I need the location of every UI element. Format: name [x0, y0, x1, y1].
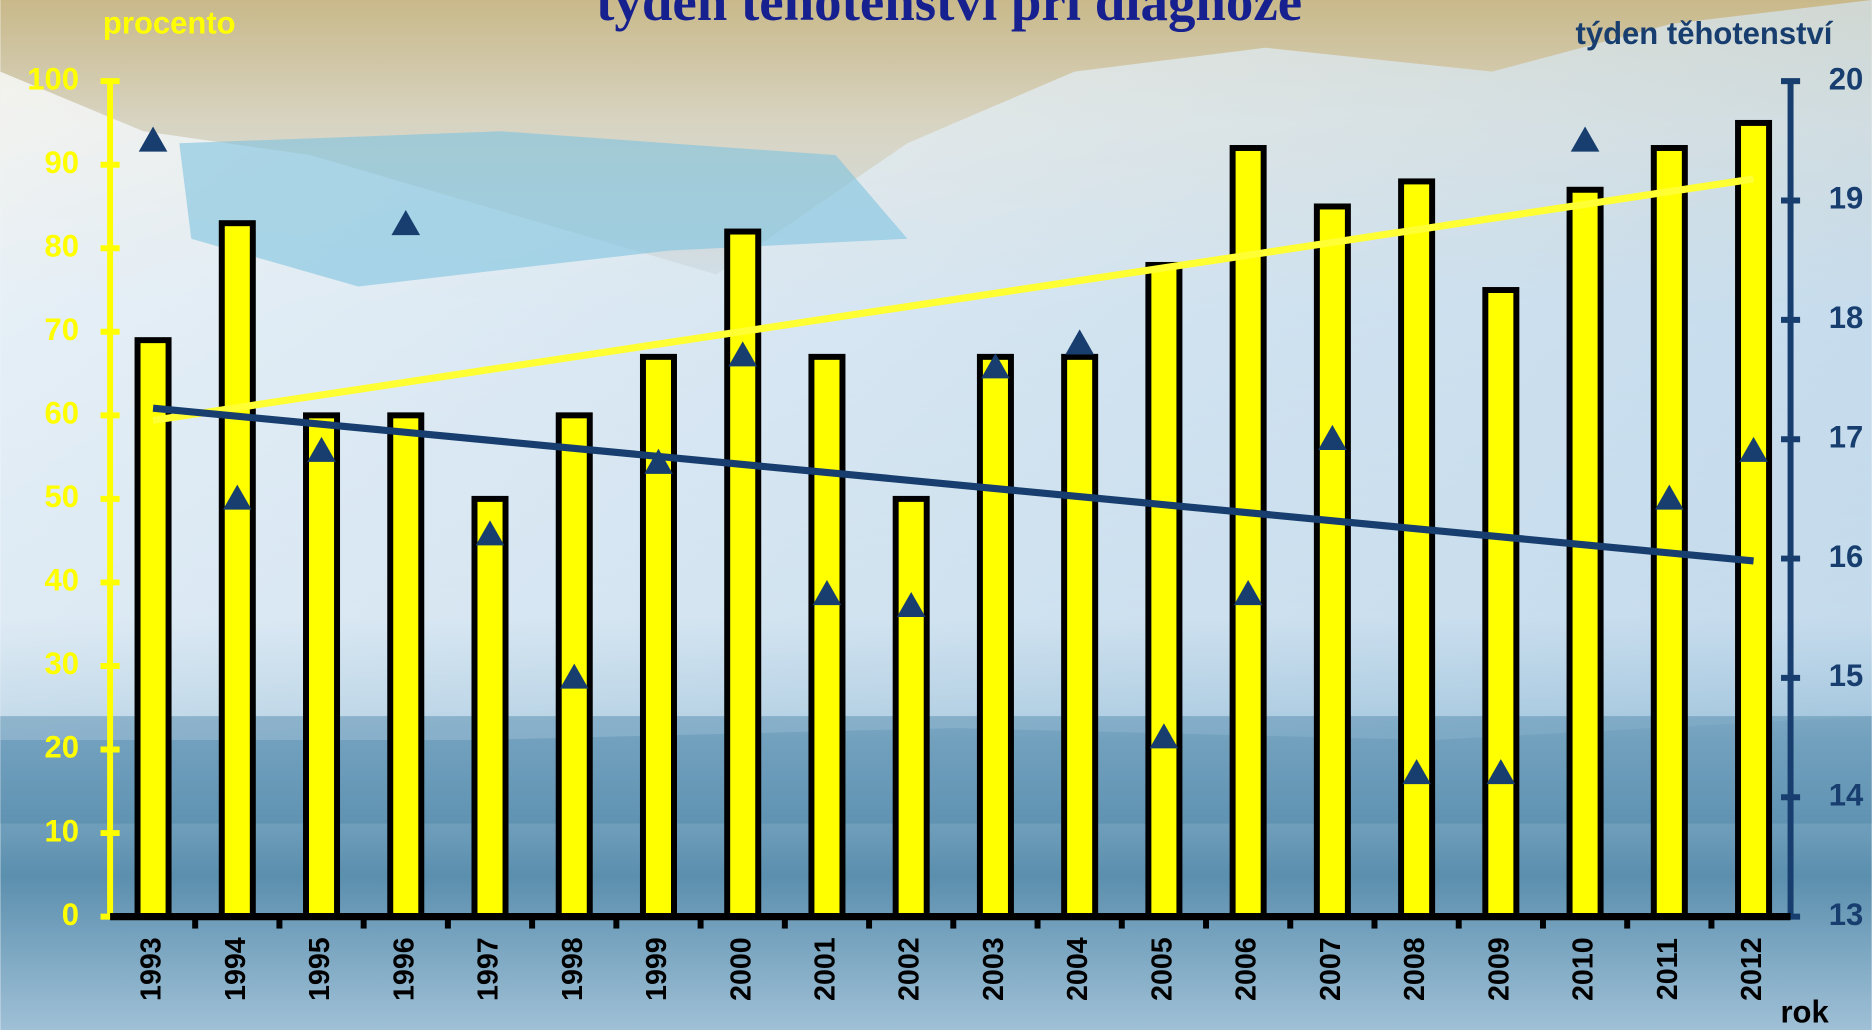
y-tick-label: 20 — [45, 730, 79, 765]
x-tick-label: 1994 — [220, 937, 252, 1001]
x-tick-label: 2000 — [725, 937, 757, 1001]
y2-tick-label: 19 — [1829, 181, 1864, 216]
bar — [390, 415, 421, 916]
bar — [643, 357, 674, 917]
bar — [980, 357, 1011, 917]
x-tick-label: 1997 — [473, 937, 505, 1001]
y2-tick-label: 18 — [1829, 300, 1864, 335]
y2-tick-label: 13 — [1829, 897, 1864, 932]
x-tick-label: 2012 — [1736, 937, 1768, 1001]
y2-tick-label: 14 — [1829, 777, 1864, 812]
x-tick-label: 2008 — [1399, 937, 1431, 1001]
x-tick-label: 2004 — [1062, 937, 1094, 1001]
bar — [306, 415, 337, 916]
x-tick-label: 2001 — [810, 937, 842, 1001]
bar — [1233, 148, 1264, 917]
y-axis-label: procento — [103, 5, 236, 40]
bar — [896, 499, 927, 917]
y-tick-label: 100 — [27, 61, 79, 96]
y-tick-label: 50 — [45, 479, 79, 514]
bar — [811, 357, 842, 917]
bar — [1401, 181, 1432, 916]
bar — [474, 499, 505, 917]
x-tick-label: 2003 — [978, 937, 1010, 1001]
y-tick-label: 10 — [45, 813, 79, 848]
y-tick-label: 60 — [45, 396, 79, 431]
page: {"chart_data": { "type": "bar", "title":… — [0, 0, 1872, 1030]
bar — [1148, 265, 1179, 917]
bar — [1738, 123, 1769, 917]
bar — [1064, 357, 1095, 917]
y2-tick-label: 16 — [1829, 539, 1864, 574]
x-axis-label: rok — [1780, 995, 1829, 1030]
x-tick-label: 2010 — [1568, 937, 1600, 1001]
chart-title: týden těhotenství při diagnóze — [596, 0, 1302, 32]
y-tick-label: 80 — [45, 228, 79, 263]
x-tick-label: 1998 — [557, 937, 589, 1001]
x-tick-label: 2006 — [1231, 937, 1263, 1001]
x-tick-label: 1999 — [641, 937, 673, 1001]
x-tick-label: 1995 — [304, 937, 336, 1001]
y2-tick-label: 15 — [1829, 658, 1864, 693]
bar — [1570, 190, 1601, 917]
y-tick-label: 40 — [45, 563, 79, 598]
bar — [1485, 290, 1516, 917]
y2-axis-label: týden těhotenství — [1576, 16, 1834, 51]
y-tick-label: 0 — [62, 897, 79, 932]
y2-tick-label: 20 — [1829, 61, 1864, 96]
bar — [222, 223, 253, 916]
x-tick-label: 2009 — [1483, 937, 1515, 1001]
x-tick-label: 2002 — [894, 937, 926, 1001]
y-tick-label: 90 — [45, 145, 79, 180]
x-tick-label: 2005 — [1146, 937, 1178, 1001]
x-tick-label: 1993 — [136, 937, 168, 1001]
y-tick-label: 70 — [45, 312, 79, 347]
bar — [1317, 206, 1348, 916]
bar — [1654, 148, 1685, 917]
x-tick-label: 2007 — [1315, 937, 1347, 1001]
bar — [138, 340, 169, 916]
x-tick-label: 2011 — [1652, 938, 1684, 1000]
chart: týden těhotenství při diagnóze procento … — [0, 0, 1872, 1030]
y-tick-label: 30 — [45, 646, 79, 681]
y2-tick-label: 17 — [1829, 419, 1864, 454]
x-tick-label: 1996 — [388, 937, 420, 1001]
